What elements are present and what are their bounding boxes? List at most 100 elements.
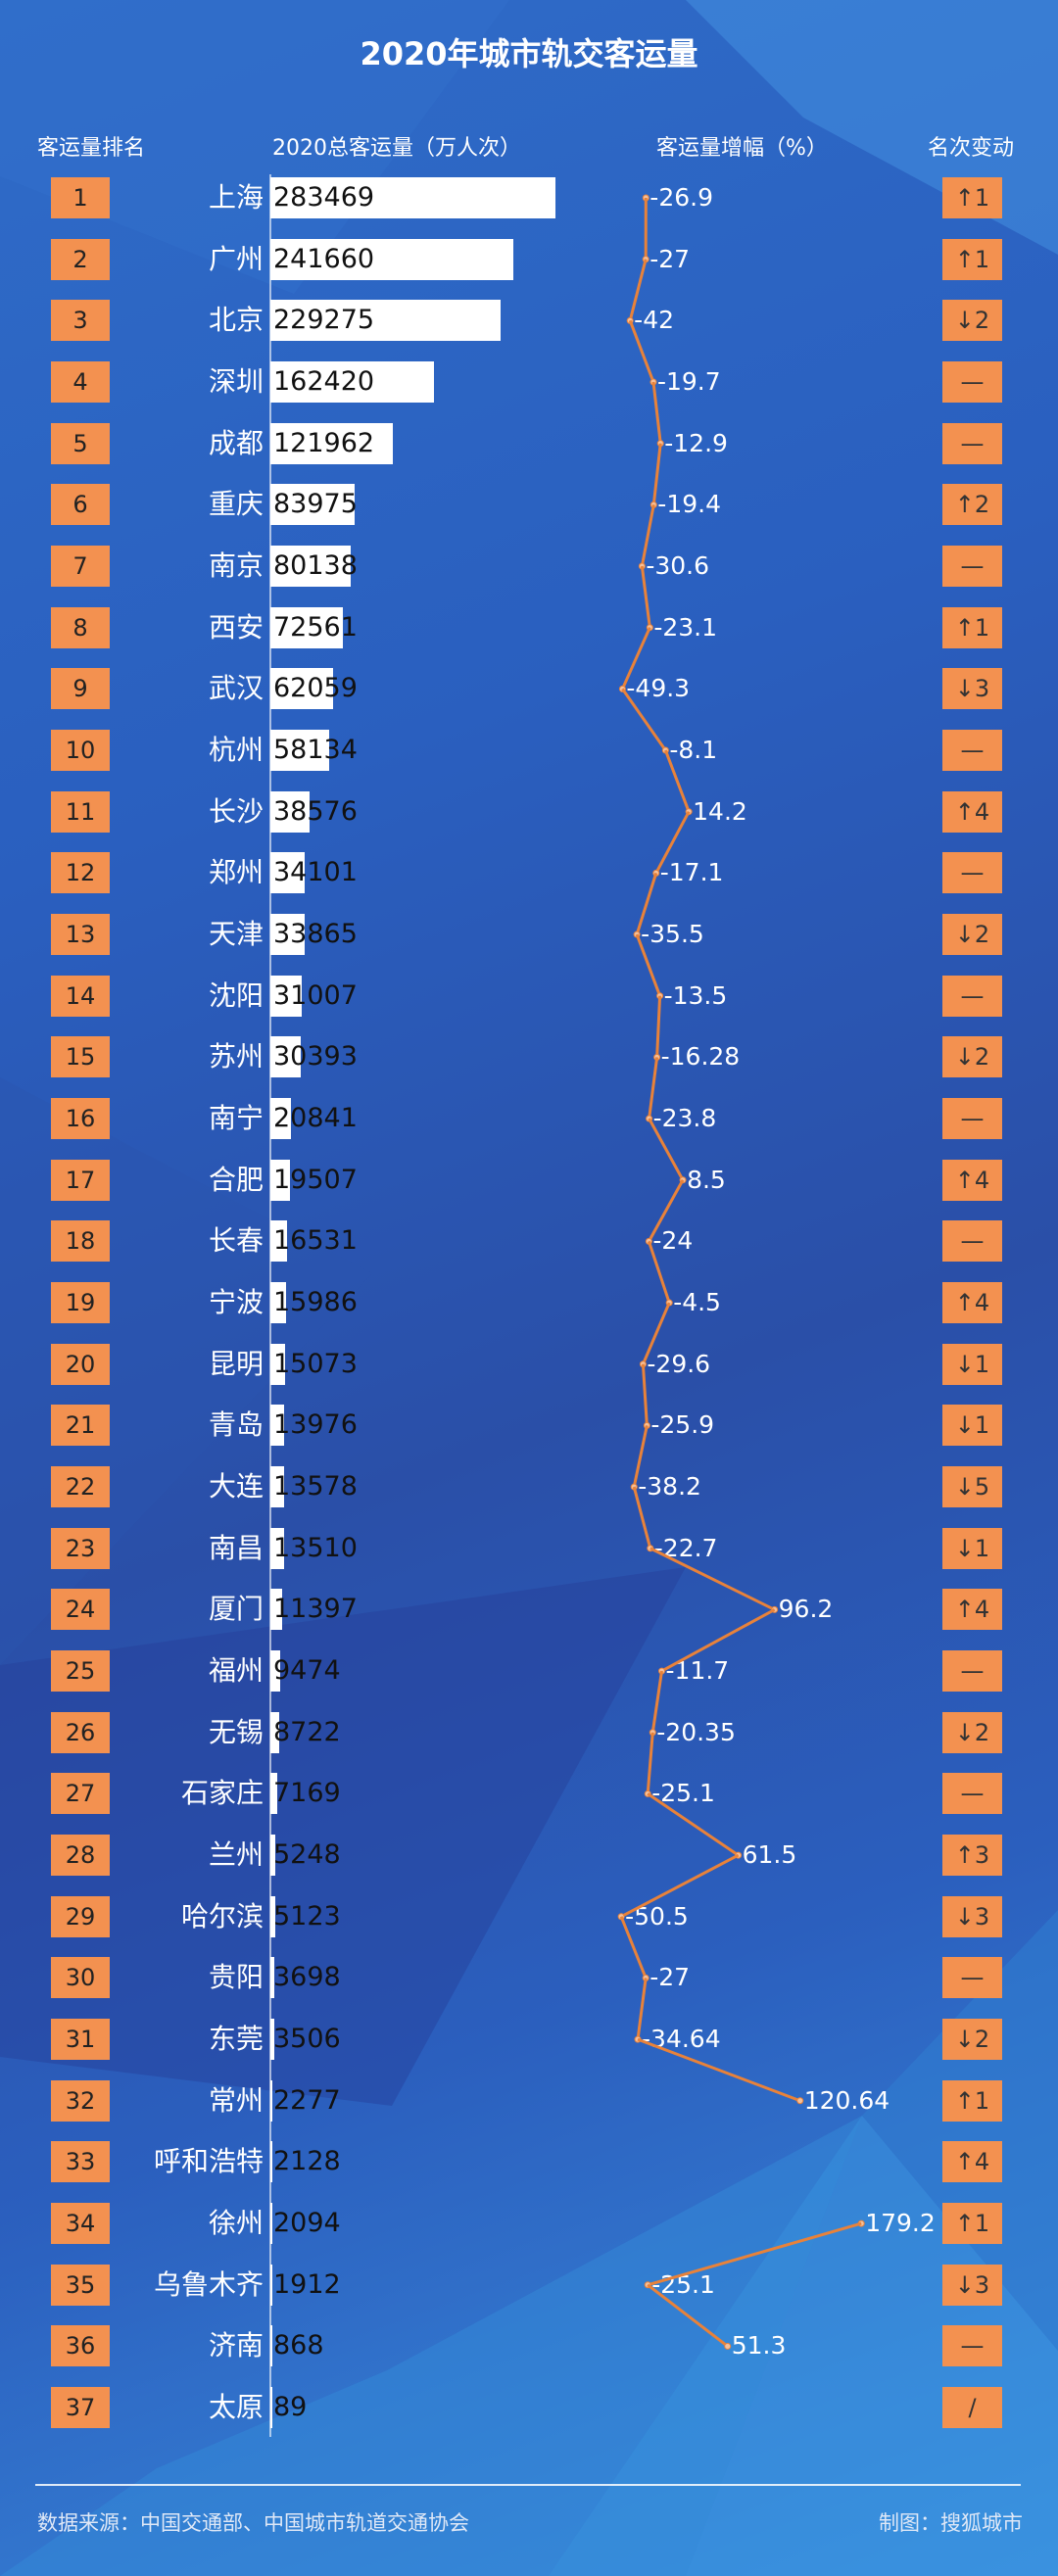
city-name: 石家庄 [180, 1777, 264, 1810]
rank-change: — [942, 975, 1002, 1017]
growth-line-segment [640, 504, 655, 567]
total-value: 80138 [273, 550, 358, 582]
total-bar [270, 177, 555, 218]
rank-change: ↓2 [942, 1036, 1002, 1078]
rank-badge: 15 [51, 1036, 110, 1078]
total-bar [270, 730, 329, 772]
total-bar [270, 852, 305, 894]
growth-label: -27 [649, 244, 691, 273]
growth-label: -13.5 [663, 980, 728, 1010]
growth-label: -11.7 [665, 1656, 730, 1686]
growth-label: -23.8 [652, 1104, 717, 1133]
growth-point [796, 2097, 804, 2105]
rank-badge: 4 [51, 361, 110, 403]
rank-change: — [942, 1220, 1002, 1263]
total-bar [270, 1220, 287, 1263]
rank-badge: 22 [51, 1466, 110, 1508]
growth-line-segment [651, 443, 662, 505]
growth-label: 120.64 [803, 2085, 890, 2115]
total-bar [270, 975, 302, 1017]
growth-line-segment [651, 381, 662, 444]
rank-change: ↑2 [942, 484, 1002, 526]
city-name: 苏州 [208, 1040, 264, 1073]
growth-label: 14.2 [693, 796, 747, 826]
total-value: 9474 [273, 1655, 341, 1687]
total-bar [270, 668, 333, 710]
rank-change: ↓2 [942, 300, 1002, 342]
rank-change: ↑4 [942, 1282, 1002, 1324]
total-bar [270, 790, 310, 833]
total-bar [270, 1835, 276, 1877]
total-value: 121962 [273, 427, 375, 458]
growth-line-segment [660, 1608, 776, 1673]
growth-line-segment [628, 319, 655, 383]
growth-label: 8.5 [687, 1165, 726, 1194]
rank-change: ↑3 [942, 1835, 1002, 1877]
rank-change: ↓3 [942, 668, 1002, 710]
total-value: 283469 [273, 182, 375, 213]
rank-change: ↓2 [942, 914, 1002, 956]
rank-badge: 12 [51, 852, 110, 894]
growth-label: -50.5 [625, 1901, 689, 1931]
footer-divider [35, 2484, 1021, 2486]
total-bar [270, 361, 434, 403]
rank-badge: 29 [51, 1895, 110, 1937]
growth-point [724, 2342, 732, 2350]
rank-badge: 2 [51, 238, 110, 280]
rank-change: — [942, 2325, 1002, 2367]
total-value: 72561 [273, 611, 358, 643]
city-name: 天津 [208, 918, 264, 951]
total-value: 38576 [273, 795, 358, 827]
growth-line-segment [647, 1240, 671, 1304]
total-value: 20841 [273, 1103, 358, 1134]
growth-label: -16.28 [660, 1042, 741, 1072]
total-value: 31007 [273, 979, 358, 1011]
city-name: 重庆 [208, 488, 264, 521]
city-name: 常州 [208, 2083, 264, 2117]
rank-badge: 19 [51, 1282, 110, 1324]
total-value: 5248 [273, 1839, 341, 1871]
city-name: 南京 [208, 549, 264, 583]
growth-label: -42 [634, 306, 675, 335]
rank-change: ↑1 [942, 177, 1002, 218]
city-name: 呼和浩特 [153, 2145, 264, 2178]
city-name: 合肥 [208, 1163, 264, 1196]
rank-badge: 20 [51, 1343, 110, 1385]
rank-change: ↓1 [942, 1527, 1002, 1569]
growth-label: 96.2 [778, 1595, 834, 1624]
city-name: 无锡 [208, 1715, 264, 1748]
total-bar [270, 2203, 273, 2245]
growth-line-segment [636, 1978, 648, 2040]
total-bar [270, 1036, 302, 1078]
growth-label: -4.5 [673, 1288, 721, 1317]
rank-change: / [942, 2387, 1002, 2429]
total-value: 162420 [273, 366, 375, 397]
total-value: 2094 [273, 2208, 341, 2239]
total-bar [270, 2387, 272, 2429]
total-bar [270, 1343, 286, 1385]
city-name: 沈阳 [208, 978, 264, 1012]
rank-change: ↓1 [942, 1343, 1002, 1385]
rank-change: ↑1 [942, 2203, 1002, 2245]
city-name: 广州 [208, 242, 264, 275]
city-name: 西安 [208, 610, 264, 644]
total-bar [270, 1282, 287, 1324]
growth-line-segment [663, 749, 691, 813]
city-name: 北京 [208, 304, 264, 337]
rank-badge: 11 [51, 790, 110, 833]
growth-line-segment [654, 810, 691, 875]
city-name: 兰州 [208, 1838, 264, 1872]
total-value: 89 [273, 2392, 308, 2423]
growth-line-segment [621, 627, 651, 690]
rank-badge: 7 [51, 546, 110, 588]
city-name: 福州 [208, 1654, 264, 1688]
rank-change: ↓2 [942, 2019, 1002, 2061]
total-bar [270, 1466, 284, 1508]
city-name: 宁波 [208, 1286, 264, 1319]
total-value: 13976 [273, 1409, 358, 1441]
rank-badge: 25 [51, 1650, 110, 1693]
growth-label: -38.2 [638, 1472, 701, 1502]
rank-change: ↓2 [942, 1711, 1002, 1753]
total-value: 868 [273, 2330, 324, 2361]
rank-change: ↓3 [942, 2264, 1002, 2306]
